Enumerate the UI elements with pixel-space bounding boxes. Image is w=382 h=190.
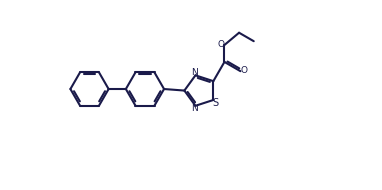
Text: N: N bbox=[191, 68, 198, 77]
Text: N: N bbox=[191, 104, 197, 113]
Text: S: S bbox=[213, 98, 219, 108]
Text: O: O bbox=[217, 40, 224, 49]
Text: O: O bbox=[241, 66, 248, 75]
